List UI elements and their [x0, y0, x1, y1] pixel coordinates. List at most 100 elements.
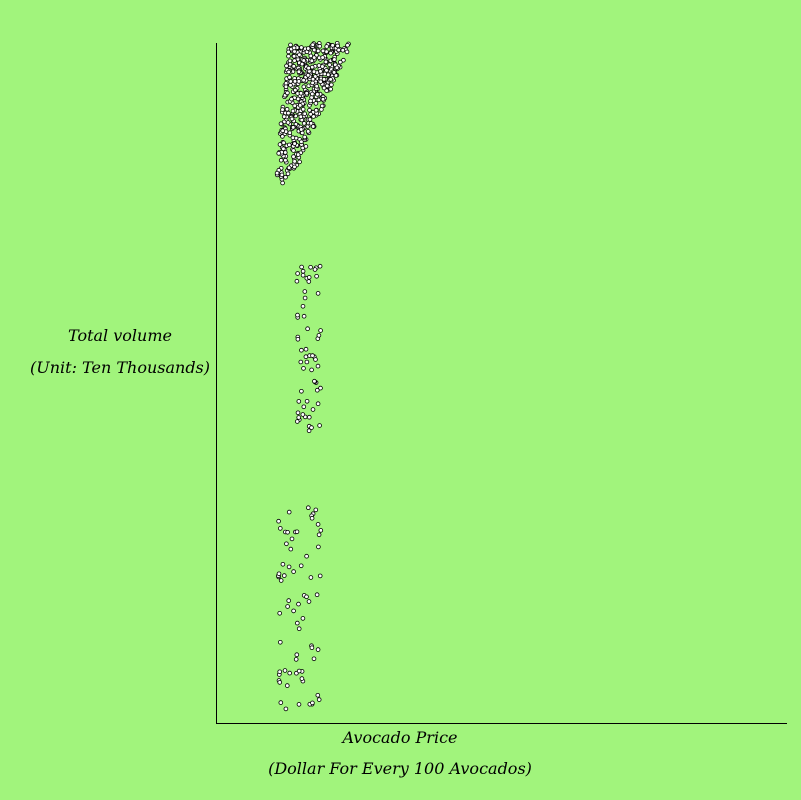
data-point [294, 652, 300, 657]
data-point [334, 65, 340, 71]
data-point [283, 84, 289, 90]
data-point [301, 58, 307, 63]
data-point [323, 59, 329, 65]
data-point [295, 410, 301, 416]
data-point [300, 616, 306, 621]
data-point [304, 359, 310, 365]
data-point [286, 165, 292, 171]
points-layer [274, 40, 351, 712]
data-point [320, 64, 325, 69]
data-point [300, 268, 306, 274]
data-point [285, 529, 290, 535]
data-point [292, 79, 298, 84]
data-point [317, 263, 323, 269]
data-point [313, 507, 319, 513]
data-point [291, 569, 296, 574]
data-point [300, 107, 306, 112]
data-point [318, 385, 323, 391]
data-point [308, 112, 313, 117]
data-point [311, 114, 316, 119]
data-point [286, 598, 292, 603]
data-point [304, 553, 309, 559]
data-point [297, 159, 302, 165]
data-point [318, 528, 324, 533]
data-point [298, 90, 304, 96]
data-point [316, 544, 321, 550]
data-point [314, 273, 319, 279]
data-point [280, 134, 285, 139]
data-point [312, 378, 317, 384]
data-point [287, 130, 293, 136]
data-point [316, 333, 322, 338]
data-point [305, 505, 311, 511]
data-point [328, 77, 333, 82]
data-point [291, 53, 297, 59]
data-point [315, 647, 321, 652]
data-point [306, 279, 312, 284]
data-point [314, 84, 320, 89]
data-point [296, 399, 302, 404]
data-point [280, 107, 285, 112]
data-point [294, 278, 300, 284]
data-point [303, 144, 309, 149]
data-point [292, 141, 297, 146]
x-axis-label: Avocado Price [342, 728, 458, 747]
data-point [301, 313, 307, 319]
data-point [328, 86, 334, 92]
data-point [311, 656, 317, 662]
data-point [284, 683, 290, 688]
data-point [301, 121, 307, 126]
data-point [308, 98, 313, 104]
data-point [286, 49, 291, 55]
data-point [288, 82, 293, 88]
data-point [299, 139, 304, 145]
data-point [321, 85, 327, 91]
data-point [309, 58, 315, 64]
data-point [284, 63, 289, 69]
data-point [298, 359, 304, 365]
data-point [286, 53, 291, 59]
data-point [315, 401, 321, 407]
data-point [311, 69, 317, 74]
data-point [284, 541, 289, 547]
data-point [310, 124, 316, 129]
data-point [291, 154, 296, 159]
data-point [285, 90, 290, 96]
data-point [309, 425, 314, 430]
data-point [299, 45, 304, 50]
data-point [311, 47, 317, 53]
data-point [296, 626, 302, 631]
data-point [317, 43, 323, 49]
data-point [293, 657, 299, 662]
data-point [288, 42, 293, 48]
data-point [316, 532, 322, 538]
data-point [304, 594, 309, 600]
data-point [286, 509, 292, 515]
data-point [276, 571, 282, 577]
data-point [294, 620, 300, 626]
data-point [299, 264, 304, 270]
data-point [292, 159, 297, 164]
data-point [278, 700, 284, 705]
data-point [305, 72, 311, 78]
data-point [299, 347, 304, 353]
data-point [303, 354, 309, 360]
data-point [289, 536, 295, 542]
data-point [309, 515, 315, 521]
y-axis-label: Total volume [68, 326, 172, 345]
data-point [317, 573, 323, 579]
data-point [315, 291, 321, 296]
data-point [308, 121, 314, 126]
data-point [296, 601, 301, 607]
data-point [289, 116, 295, 122]
data-point [282, 668, 288, 673]
data-point [307, 117, 313, 122]
data-point [332, 57, 337, 62]
data-point [306, 275, 312, 280]
data-point [304, 398, 310, 404]
data-point [306, 428, 312, 434]
data-point [306, 599, 312, 604]
data-point [315, 692, 321, 698]
data-point [276, 151, 282, 156]
